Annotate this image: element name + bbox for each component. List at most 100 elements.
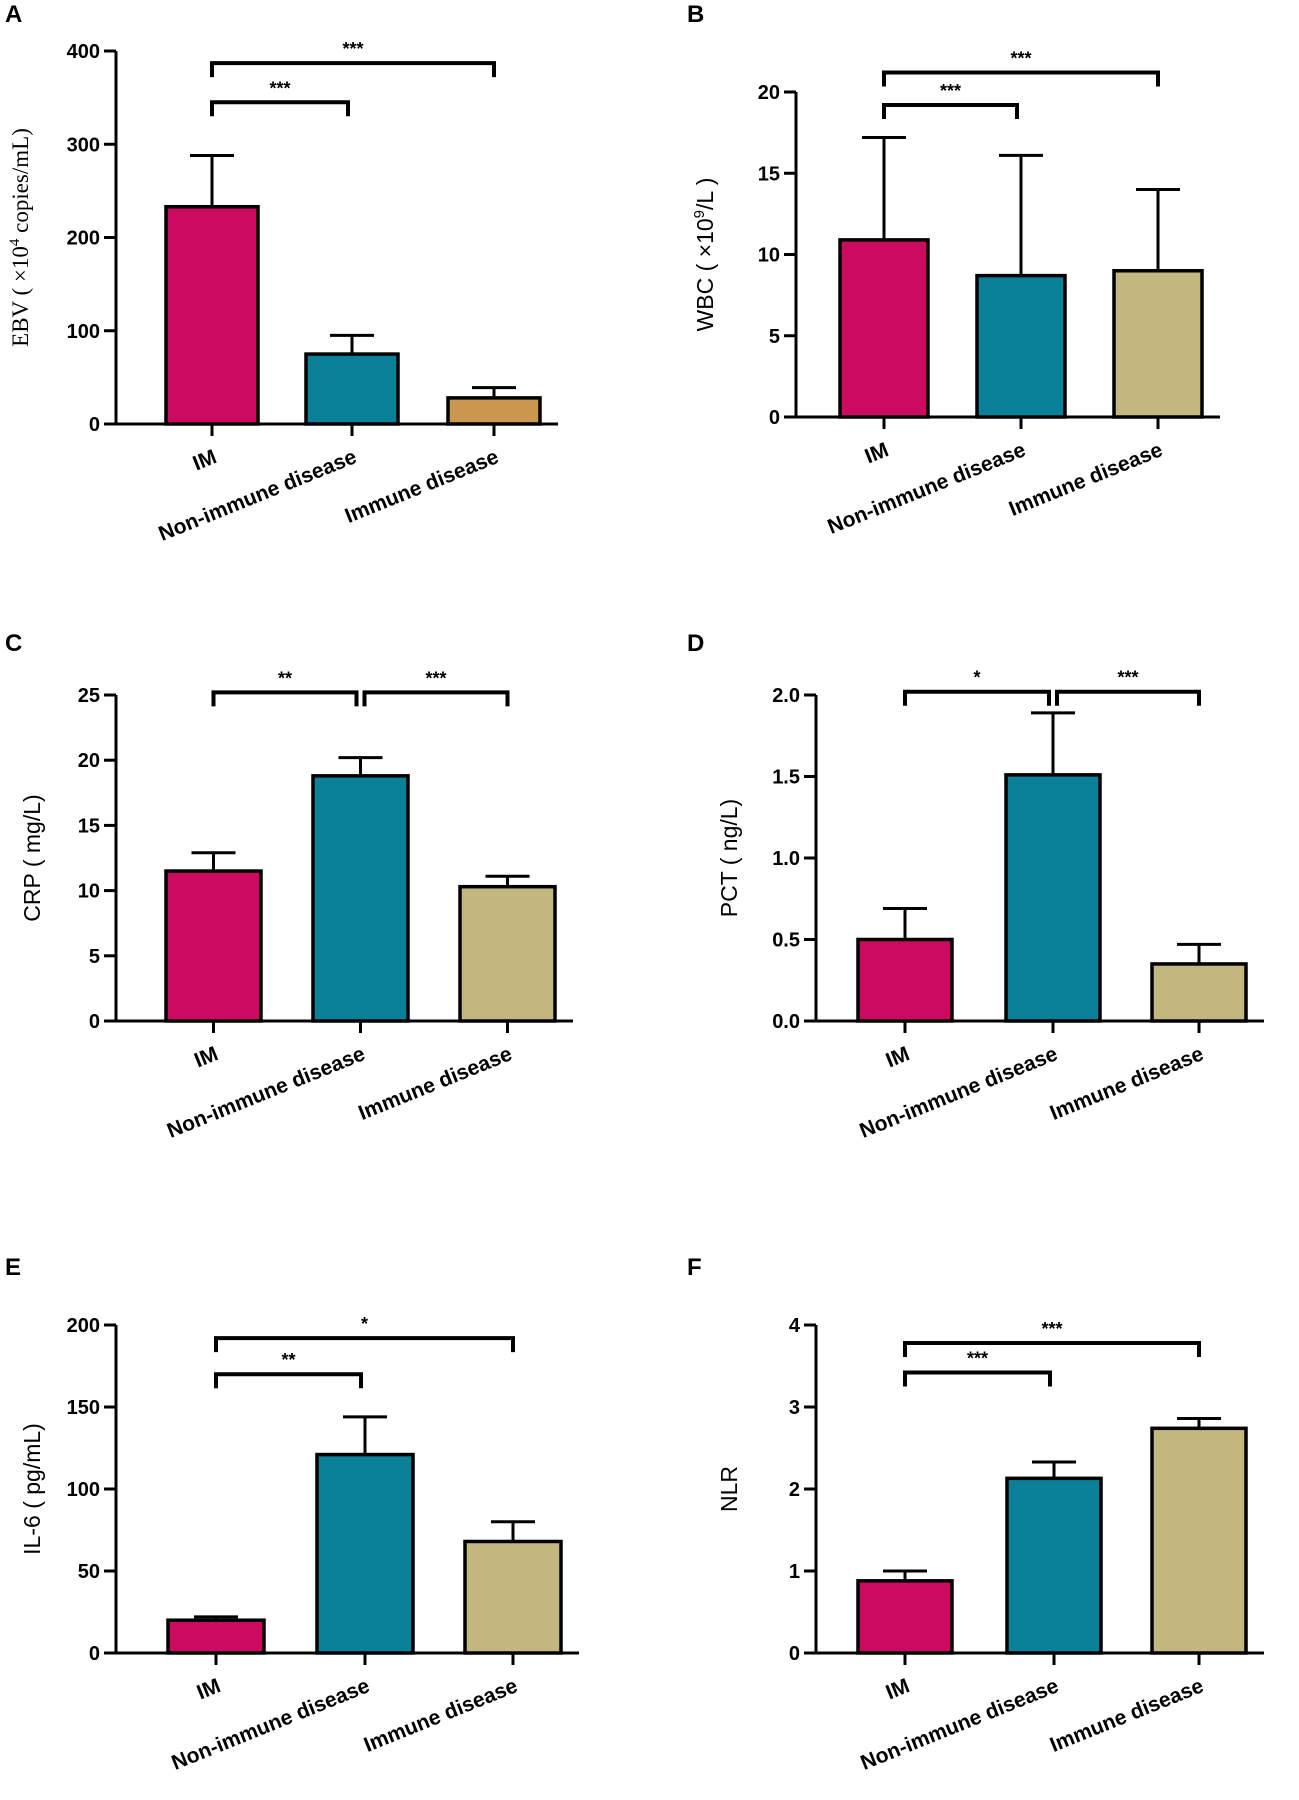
significance-bracket: ** bbox=[214, 1350, 363, 1389]
y-tick-label: 5 bbox=[89, 946, 100, 968]
y-tick-label: 100 bbox=[67, 321, 100, 343]
panel-label: F bbox=[687, 1254, 702, 1281]
y-tick-label: 300 bbox=[67, 134, 100, 156]
category-label: Non-immune disease bbox=[155, 445, 359, 545]
error-bar bbox=[190, 153, 234, 207]
y-tick-label: 0 bbox=[89, 414, 100, 436]
significance-label: ** bbox=[281, 1350, 295, 1370]
significance-bracket: * bbox=[214, 1314, 515, 1353]
bar-im bbox=[164, 204, 260, 426]
bar-im bbox=[856, 1579, 954, 1655]
y-tick-label: 25 bbox=[78, 685, 100, 707]
y-tick-label: 3 bbox=[789, 1397, 800, 1419]
significance-label: *** bbox=[1041, 1319, 1062, 1339]
category-label: Immune disease bbox=[342, 445, 502, 528]
y-tick-label: 15 bbox=[758, 163, 780, 185]
y-tick-label: 2 bbox=[789, 1479, 800, 1501]
significance-label: *** bbox=[1010, 49, 1031, 69]
y-tick-label: 10 bbox=[78, 881, 100, 903]
significance-label: * bbox=[361, 1314, 368, 1334]
bar-im bbox=[166, 1618, 266, 1655]
significance-label: *** bbox=[940, 81, 961, 101]
y-tick-label: 200 bbox=[67, 1315, 100, 1337]
category-label: Immune disease bbox=[361, 1674, 521, 1757]
significance-label: *** bbox=[967, 1349, 988, 1369]
significance-bracket: ** bbox=[211, 668, 359, 707]
significance-label: *** bbox=[269, 78, 290, 98]
error-bar bbox=[330, 333, 374, 355]
bar-non-immune bbox=[975, 273, 1067, 419]
y-axis-label: CRP ( mg/L) bbox=[19, 794, 45, 921]
error-bar bbox=[1177, 942, 1221, 964]
significance-bracket: *** bbox=[210, 78, 350, 117]
significance-label: ** bbox=[278, 668, 292, 688]
y-tick-label: 100 bbox=[67, 1479, 100, 1501]
bar-immune bbox=[1112, 269, 1204, 419]
error-bar bbox=[338, 756, 383, 776]
category-label: IM bbox=[194, 1674, 224, 1704]
y-tick-label: 200 bbox=[67, 228, 100, 250]
y-tick-label: 0 bbox=[789, 1643, 800, 1665]
category-label: IM bbox=[190, 445, 220, 475]
category-label: IM bbox=[883, 1042, 913, 1072]
y-tick-label: 20 bbox=[78, 750, 100, 772]
y-tick-label: 1 bbox=[789, 1561, 800, 1583]
bar-im bbox=[164, 869, 263, 1023]
y-tick-label: 0.0 bbox=[772, 1011, 800, 1033]
bar-immune bbox=[1150, 962, 1248, 1023]
error-bar bbox=[472, 386, 516, 398]
error-bar bbox=[485, 874, 530, 887]
y-tick-label: 4 bbox=[789, 1315, 801, 1337]
error-bar bbox=[862, 136, 906, 240]
y-tick-label: 5 bbox=[769, 326, 780, 348]
significance-label: *** bbox=[1117, 668, 1138, 688]
category-label: IM bbox=[191, 1042, 221, 1072]
category-label: Non-immune disease bbox=[824, 438, 1028, 538]
y-tick-label: 400 bbox=[67, 41, 100, 63]
y-tick-label: 15 bbox=[78, 815, 100, 837]
y-tick-label: 0 bbox=[89, 1643, 100, 1665]
significance-label: *** bbox=[425, 668, 446, 688]
significance-bracket: *** bbox=[882, 49, 1160, 87]
y-tick-label: 50 bbox=[78, 1561, 100, 1583]
y-axis-label: PCT ( ng/L) bbox=[716, 799, 742, 917]
y-tick-label: 1.5 bbox=[772, 767, 800, 789]
category-label: Immune disease bbox=[1006, 438, 1166, 521]
error-bar bbox=[883, 1569, 927, 1581]
category-label: IM bbox=[862, 438, 892, 468]
error-bar bbox=[1032, 1460, 1076, 1479]
y-axis-label: WBC ( ×109/L ) bbox=[691, 178, 718, 332]
error-bar bbox=[883, 907, 927, 940]
y-axis-label: NLR bbox=[716, 1466, 742, 1512]
error-bar bbox=[1177, 1416, 1221, 1429]
y-tick-label: 0 bbox=[89, 1011, 100, 1033]
significance-bracket: *** bbox=[903, 1349, 1052, 1387]
panel-label: B bbox=[687, 1, 704, 28]
bar-immune bbox=[1150, 1426, 1248, 1655]
y-axis-label: EBV ( ×104 copies/mL) bbox=[7, 128, 33, 347]
panel-label: E bbox=[5, 1254, 21, 1281]
y-tick-label: 1.0 bbox=[772, 848, 800, 870]
bar-non-immune bbox=[311, 774, 410, 1023]
category-label: Immune disease bbox=[1047, 1042, 1207, 1125]
category-label: Immune disease bbox=[1047, 1674, 1207, 1757]
y-tick-label: 0.5 bbox=[772, 930, 800, 952]
significance-bracket: *** bbox=[362, 668, 510, 707]
error-bar bbox=[491, 1520, 535, 1542]
error-bar bbox=[1136, 188, 1180, 271]
significance-label: *** bbox=[342, 39, 363, 59]
error-bar bbox=[999, 153, 1043, 276]
y-tick-label: 2.0 bbox=[772, 685, 800, 707]
significance-bracket: *** bbox=[903, 1319, 1201, 1358]
significance-bracket: *** bbox=[210, 39, 496, 78]
error-bar bbox=[343, 1415, 387, 1455]
bar-immune bbox=[446, 396, 542, 426]
error-bar bbox=[191, 851, 236, 872]
y-tick-label: 10 bbox=[758, 245, 780, 267]
